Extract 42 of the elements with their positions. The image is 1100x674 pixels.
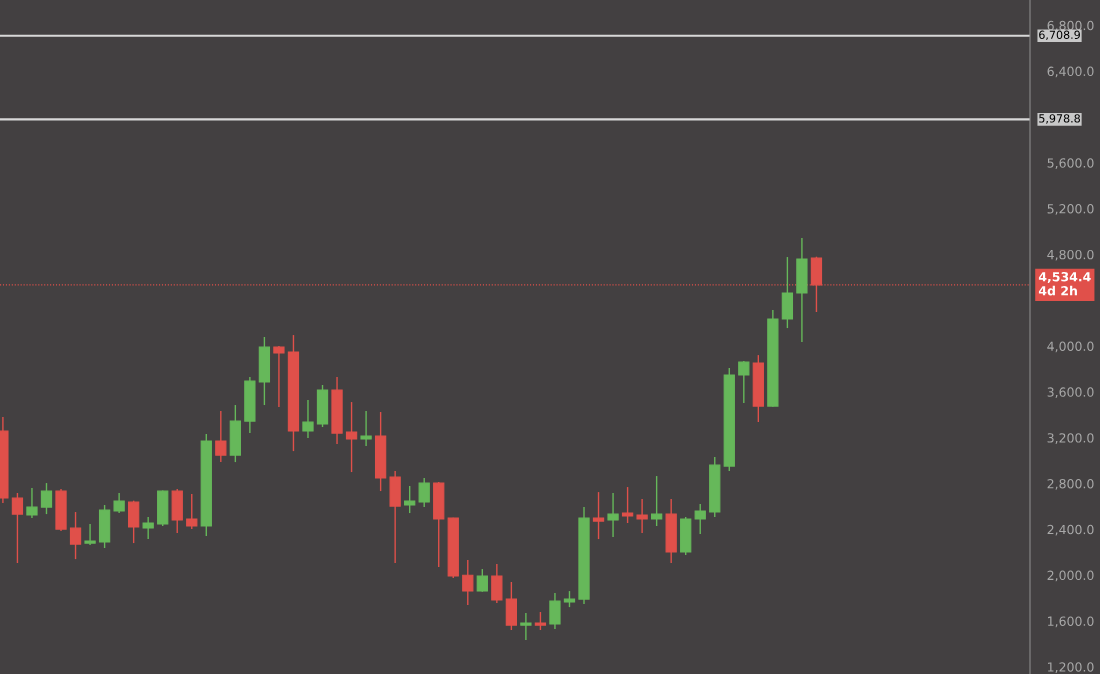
y-tick-label: 3,200.0: [1047, 433, 1094, 444]
candlestick: [11, 492, 24, 564]
candlestick: [621, 486, 634, 524]
y-tick-label: 2,400.0: [1047, 524, 1094, 536]
candlestick: [694, 503, 706, 535]
y-tick-label: 2,800.0: [1047, 478, 1094, 490]
ref-line-label: 5,978.8: [1039, 114, 1080, 124]
candlestick: [302, 399, 314, 439]
candlestick: [476, 568, 488, 593]
y-tick-label: 2,000.0: [1047, 570, 1094, 582]
candlestick: [26, 487, 38, 519]
y-tick-label: 5,200.0: [1047, 204, 1094, 215]
candlestick: [607, 492, 619, 538]
y-tick-label: 6,400.0: [1047, 66, 1094, 78]
y-tick-label: 1,200.0: [1048, 662, 1094, 673]
candlestick: [636, 498, 648, 534]
candlestick: [418, 477, 430, 508]
candlestick: [360, 410, 372, 447]
candlestick: [40, 482, 53, 515]
candlestick: [549, 592, 561, 630]
candlestick: [273, 345, 285, 408]
y-tick-label: 5,600.0: [1047, 158, 1094, 169]
candlestick: [491, 563, 503, 604]
candlestick: [462, 559, 474, 606]
candlestick: [215, 410, 227, 463]
candlestick: [520, 612, 532, 641]
candlestick: [651, 475, 663, 527]
y-tick-label: 1,600.0: [1048, 616, 1094, 628]
ref-line-label: 4,534.4 4d 2h: [1038, 272, 1091, 296]
candlestick: [738, 360, 750, 404]
candlestick: [404, 485, 416, 514]
ref-line-label: 6,708.9: [1039, 30, 1080, 41]
y-tick-label: 3,600.0: [1047, 387, 1094, 399]
candlestick: [113, 492, 125, 514]
candlestick: [186, 493, 198, 530]
candlestick: [592, 491, 605, 540]
y-tick-label: 4,000.0: [1047, 341, 1094, 353]
candlestick: [142, 516, 154, 540]
y-tick-label: 4,800.0: [1047, 249, 1094, 261]
candlestick: [345, 401, 358, 473]
candlestick: [69, 511, 82, 560]
candlestick: [84, 523, 96, 546]
